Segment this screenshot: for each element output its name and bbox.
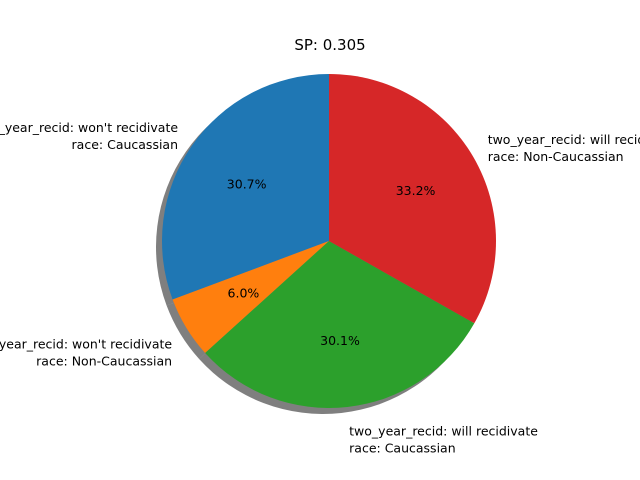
pie-category-label: two_year_recid: will recidivate race: Cau… — [349, 424, 538, 456]
pie-slice-2 — [205, 241, 475, 408]
pie-slice-3 — [329, 74, 496, 324]
pie-slice-1 — [172, 241, 329, 354]
chart-title: SP: 0.305 — [294, 36, 365, 54]
pie-percent-label: 30.7% — [227, 176, 267, 191]
pie-percent-label: 6.0% — [228, 286, 260, 301]
pie-percent-label: 33.2% — [396, 183, 436, 198]
pie-slice-0 — [162, 74, 329, 300]
pie-percent-labels: 30.7% 6.0% 30.1% 33.2% — [227, 176, 436, 348]
pie-percent-label: 30.1% — [320, 333, 360, 348]
pie-slices — [162, 74, 496, 408]
